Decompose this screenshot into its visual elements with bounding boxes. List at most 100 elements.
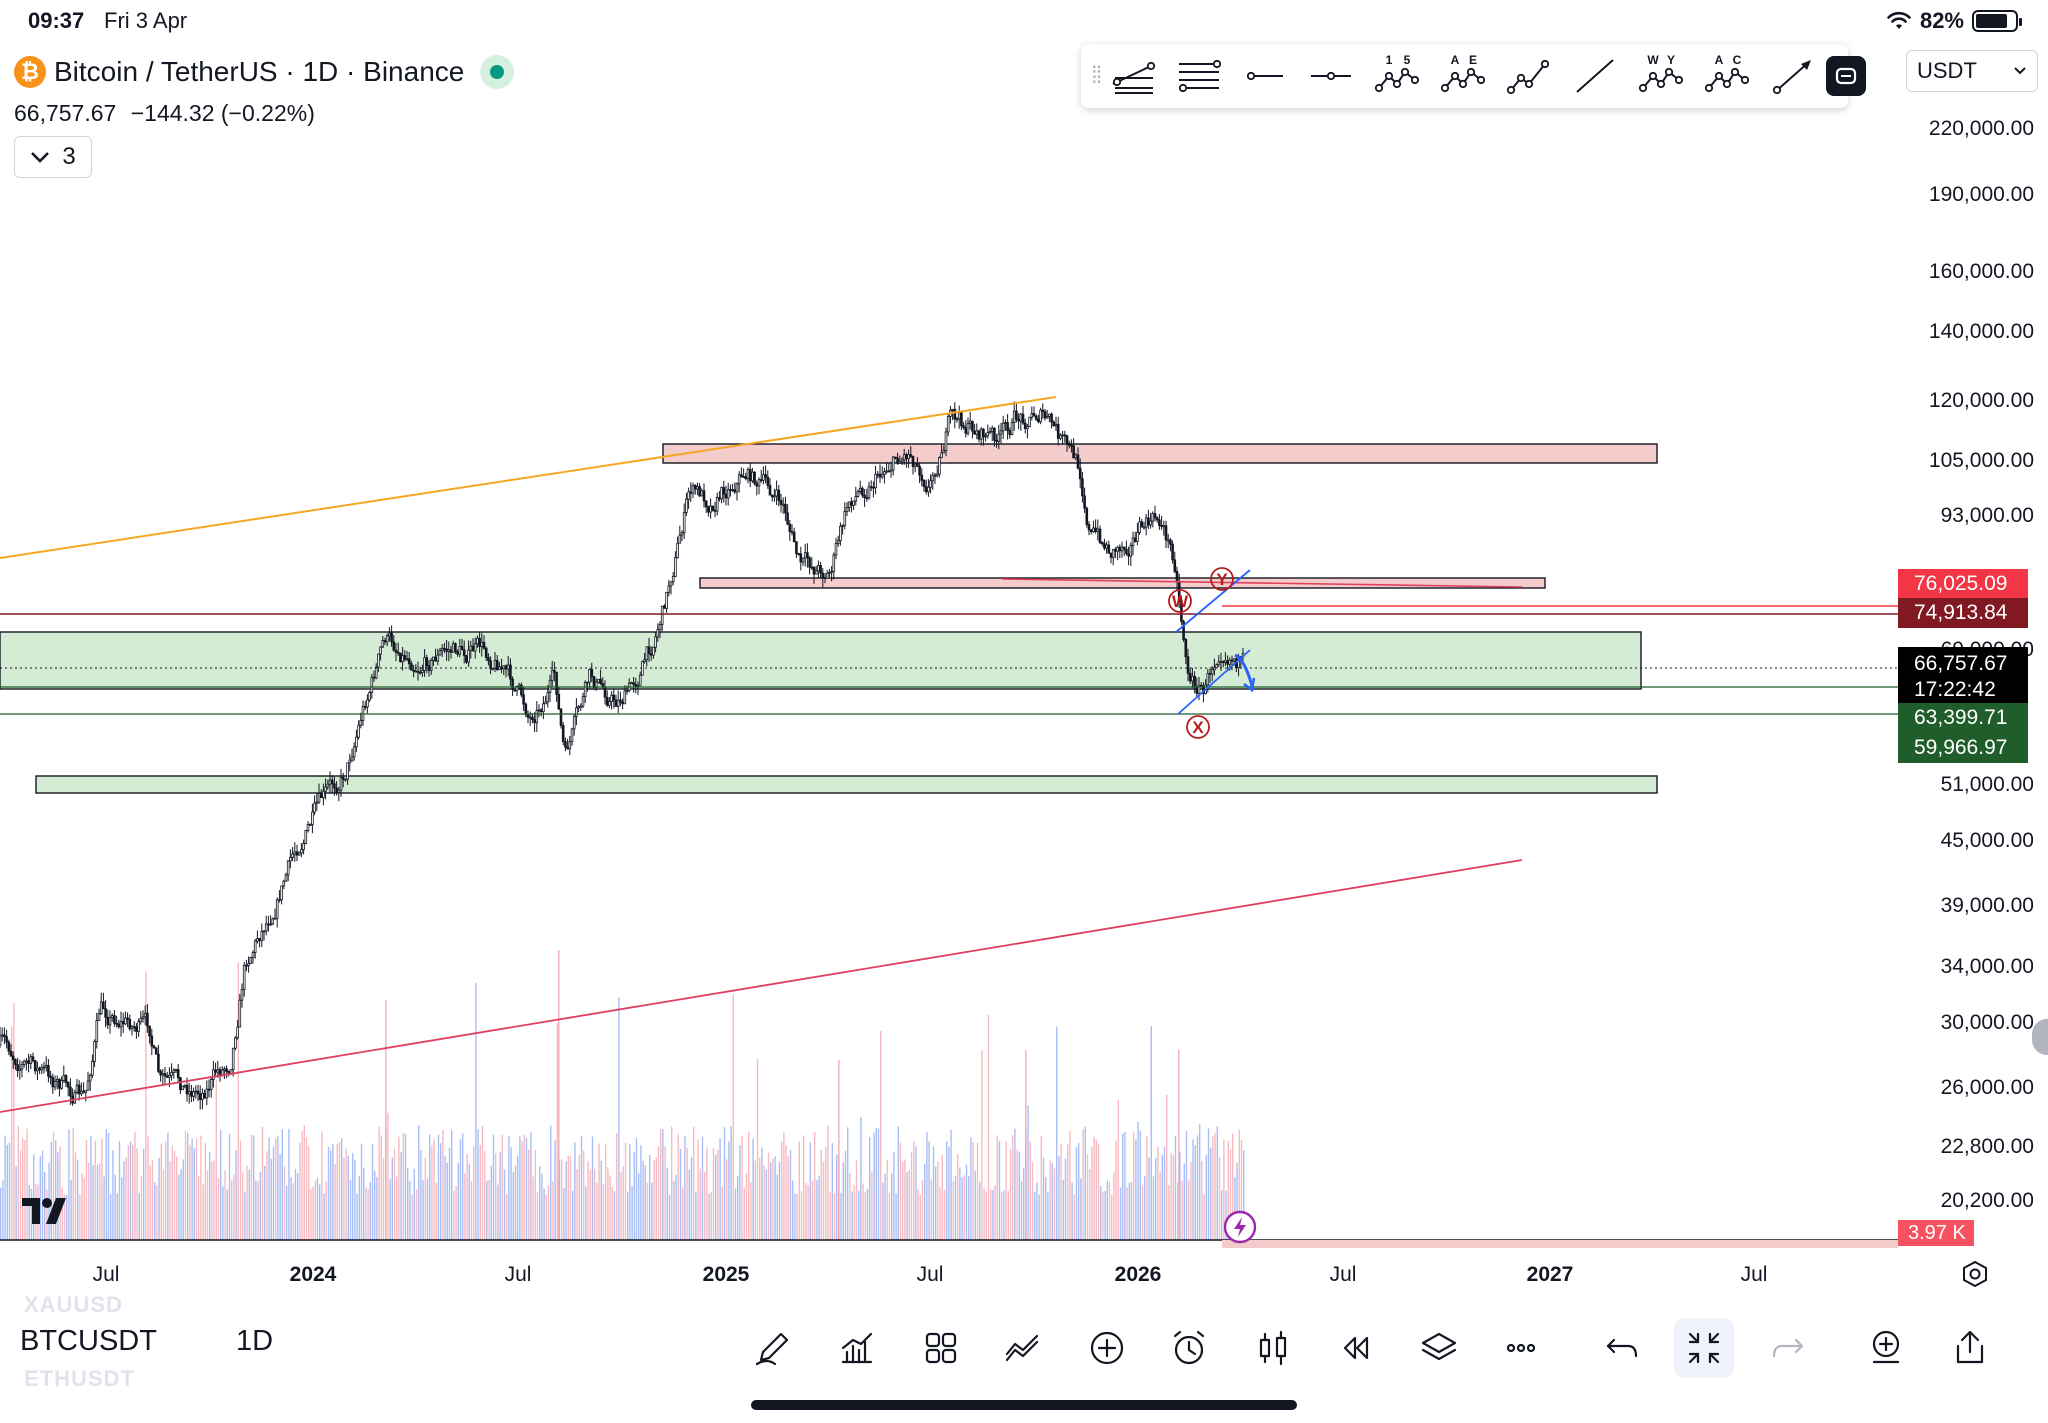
candle <box>735 483 739 493</box>
candle <box>533 719 536 724</box>
volume-bar <box>772 1158 774 1240</box>
scale-settings-button[interactable] <box>1958 1257 1992 1291</box>
volume-bar <box>369 1182 371 1240</box>
trend-line[interactable] <box>0 396 1057 559</box>
volume-bar <box>356 1193 358 1240</box>
candle <box>447 649 451 652</box>
candle <box>77 1084 81 1095</box>
alert-button[interactable] <box>1159 1318 1219 1378</box>
candle <box>110 1015 114 1019</box>
volume-bar <box>1031 1161 1034 1240</box>
support-zone[interactable] <box>0 631 1642 690</box>
time-tick-label: Jul <box>1329 1263 1357 1286</box>
symbol-description[interactable]: Bitcoin / TetherUS · 1D · Binance <box>54 56 465 87</box>
time-axis[interactable]: Jul 2024 Jul 2025 Jul 2026 Jul 2027 Jul <box>0 1249 1898 1299</box>
candle <box>0 1034 4 1037</box>
channel-line[interactable] <box>1175 569 1251 633</box>
volume-bar <box>233 1174 235 1240</box>
chart-canvas[interactable]: WY X <box>0 0 2048 1300</box>
current-symbol[interactable]: BTCUSDT <box>20 1325 157 1357</box>
trend-line[interactable] <box>1001 578 1523 588</box>
scale-scroll-handle[interactable] <box>2032 1019 2048 1055</box>
templates-button[interactable] <box>911 1318 971 1378</box>
symbol-legend[interactable]: ₿ Bitcoin / TetherUS · 1D · Binance 66,7… <box>14 52 515 178</box>
candle <box>698 486 701 497</box>
drag-handle-icon[interactable]: ⁞⁞ <box>1091 62 1102 89</box>
add-alert-price-button[interactable] <box>1856 1318 1916 1378</box>
compare-button[interactable] <box>993 1318 1053 1378</box>
legend-title-row[interactable]: ₿ Bitcoin / TetherUS · 1D · Binance <box>14 52 515 92</box>
candle <box>865 497 869 499</box>
next-symbol[interactable]: ETHUSDT <box>24 1366 135 1391</box>
wave-label[interactable]: X <box>1186 715 1210 739</box>
trend-line[interactable] <box>0 859 1523 1113</box>
candle <box>1094 527 1097 532</box>
candle <box>304 830 308 844</box>
candle <box>1045 416 1049 419</box>
undo-button[interactable] <box>1592 1318 1652 1378</box>
volume-bar <box>858 1190 860 1240</box>
arrow-tool[interactable] <box>1760 48 1826 104</box>
volume-bar <box>1194 1145 1196 1240</box>
home-indicator[interactable] <box>751 1400 1297 1410</box>
drawings-layer[interactable]: W Y X <box>0 396 2048 1248</box>
volume-bar <box>970 1137 972 1240</box>
candle <box>1153 513 1157 519</box>
volume-bar <box>217 1177 220 1240</box>
share-button[interactable] <box>1940 1318 2000 1378</box>
candle <box>269 923 272 926</box>
volume-bar <box>930 1179 932 1240</box>
candle <box>999 430 1003 435</box>
candle <box>238 999 242 1028</box>
candle <box>944 431 948 451</box>
replay-button[interactable] <box>1325 1318 1385 1378</box>
indicators-collapse-button[interactable]: 3 <box>14 136 92 178</box>
more-button[interactable] <box>1491 1318 1551 1378</box>
svg-text:C: C <box>1733 53 1742 67</box>
resistance-zone[interactable] <box>699 577 1546 589</box>
lightning-icon[interactable] <box>1222 1209 1258 1250</box>
redo-button[interactable] <box>1758 1318 1818 1378</box>
horizontal-line-tool[interactable] <box>1298 48 1364 104</box>
candle <box>262 930 266 933</box>
candle <box>168 1074 171 1078</box>
resistance-zone[interactable] <box>662 443 1658 464</box>
toolbar-toggle-button[interactable] <box>1826 48 1867 104</box>
pitchfork-tool[interactable] <box>1100 48 1166 104</box>
fullscreen-exit-button[interactable] <box>1674 1318 1734 1378</box>
candle <box>44 1064 48 1068</box>
volume-bar <box>484 1150 486 1240</box>
channel-line[interactable] <box>1177 649 1251 715</box>
candle <box>720 487 723 500</box>
drawing-tools-button[interactable] <box>743 1318 803 1378</box>
chart-type-button[interactable] <box>1243 1318 1303 1378</box>
support-zone[interactable] <box>35 775 1658 794</box>
candle <box>555 671 558 695</box>
candle <box>803 552 807 559</box>
interval-button[interactable]: 1D <box>236 1325 274 1357</box>
layers-button[interactable] <box>1409 1318 1469 1378</box>
wave-label[interactable]: Y <box>1210 567 1234 591</box>
volume-bar <box>1009 1149 1012 1240</box>
projection-arrow[interactable] <box>1234 653 1254 687</box>
previous-symbol[interactable]: XAUUSD <box>24 1292 123 1317</box>
elliott-triangle-tool[interactable] <box>1496 48 1562 104</box>
horizontal-ray-tool[interactable] <box>1232 48 1298 104</box>
fib-retracement-tool[interactable] <box>1166 48 1232 104</box>
indicators-button[interactable] <box>827 1318 887 1378</box>
candle <box>183 1084 187 1087</box>
trend-line-tool[interactable] <box>1562 48 1628 104</box>
price-tick-label: 120,000.00 <box>1928 389 2034 413</box>
volume-bar <box>1150 1026 1152 1240</box>
wave-label[interactable]: W <box>1168 589 1192 613</box>
volume-bar <box>737 1175 739 1240</box>
currency-select[interactable]: USDT <box>1906 50 2038 92</box>
add-button[interactable] <box>1077 1318 1137 1378</box>
candle <box>957 412 961 420</box>
volume-bar <box>426 1178 429 1240</box>
